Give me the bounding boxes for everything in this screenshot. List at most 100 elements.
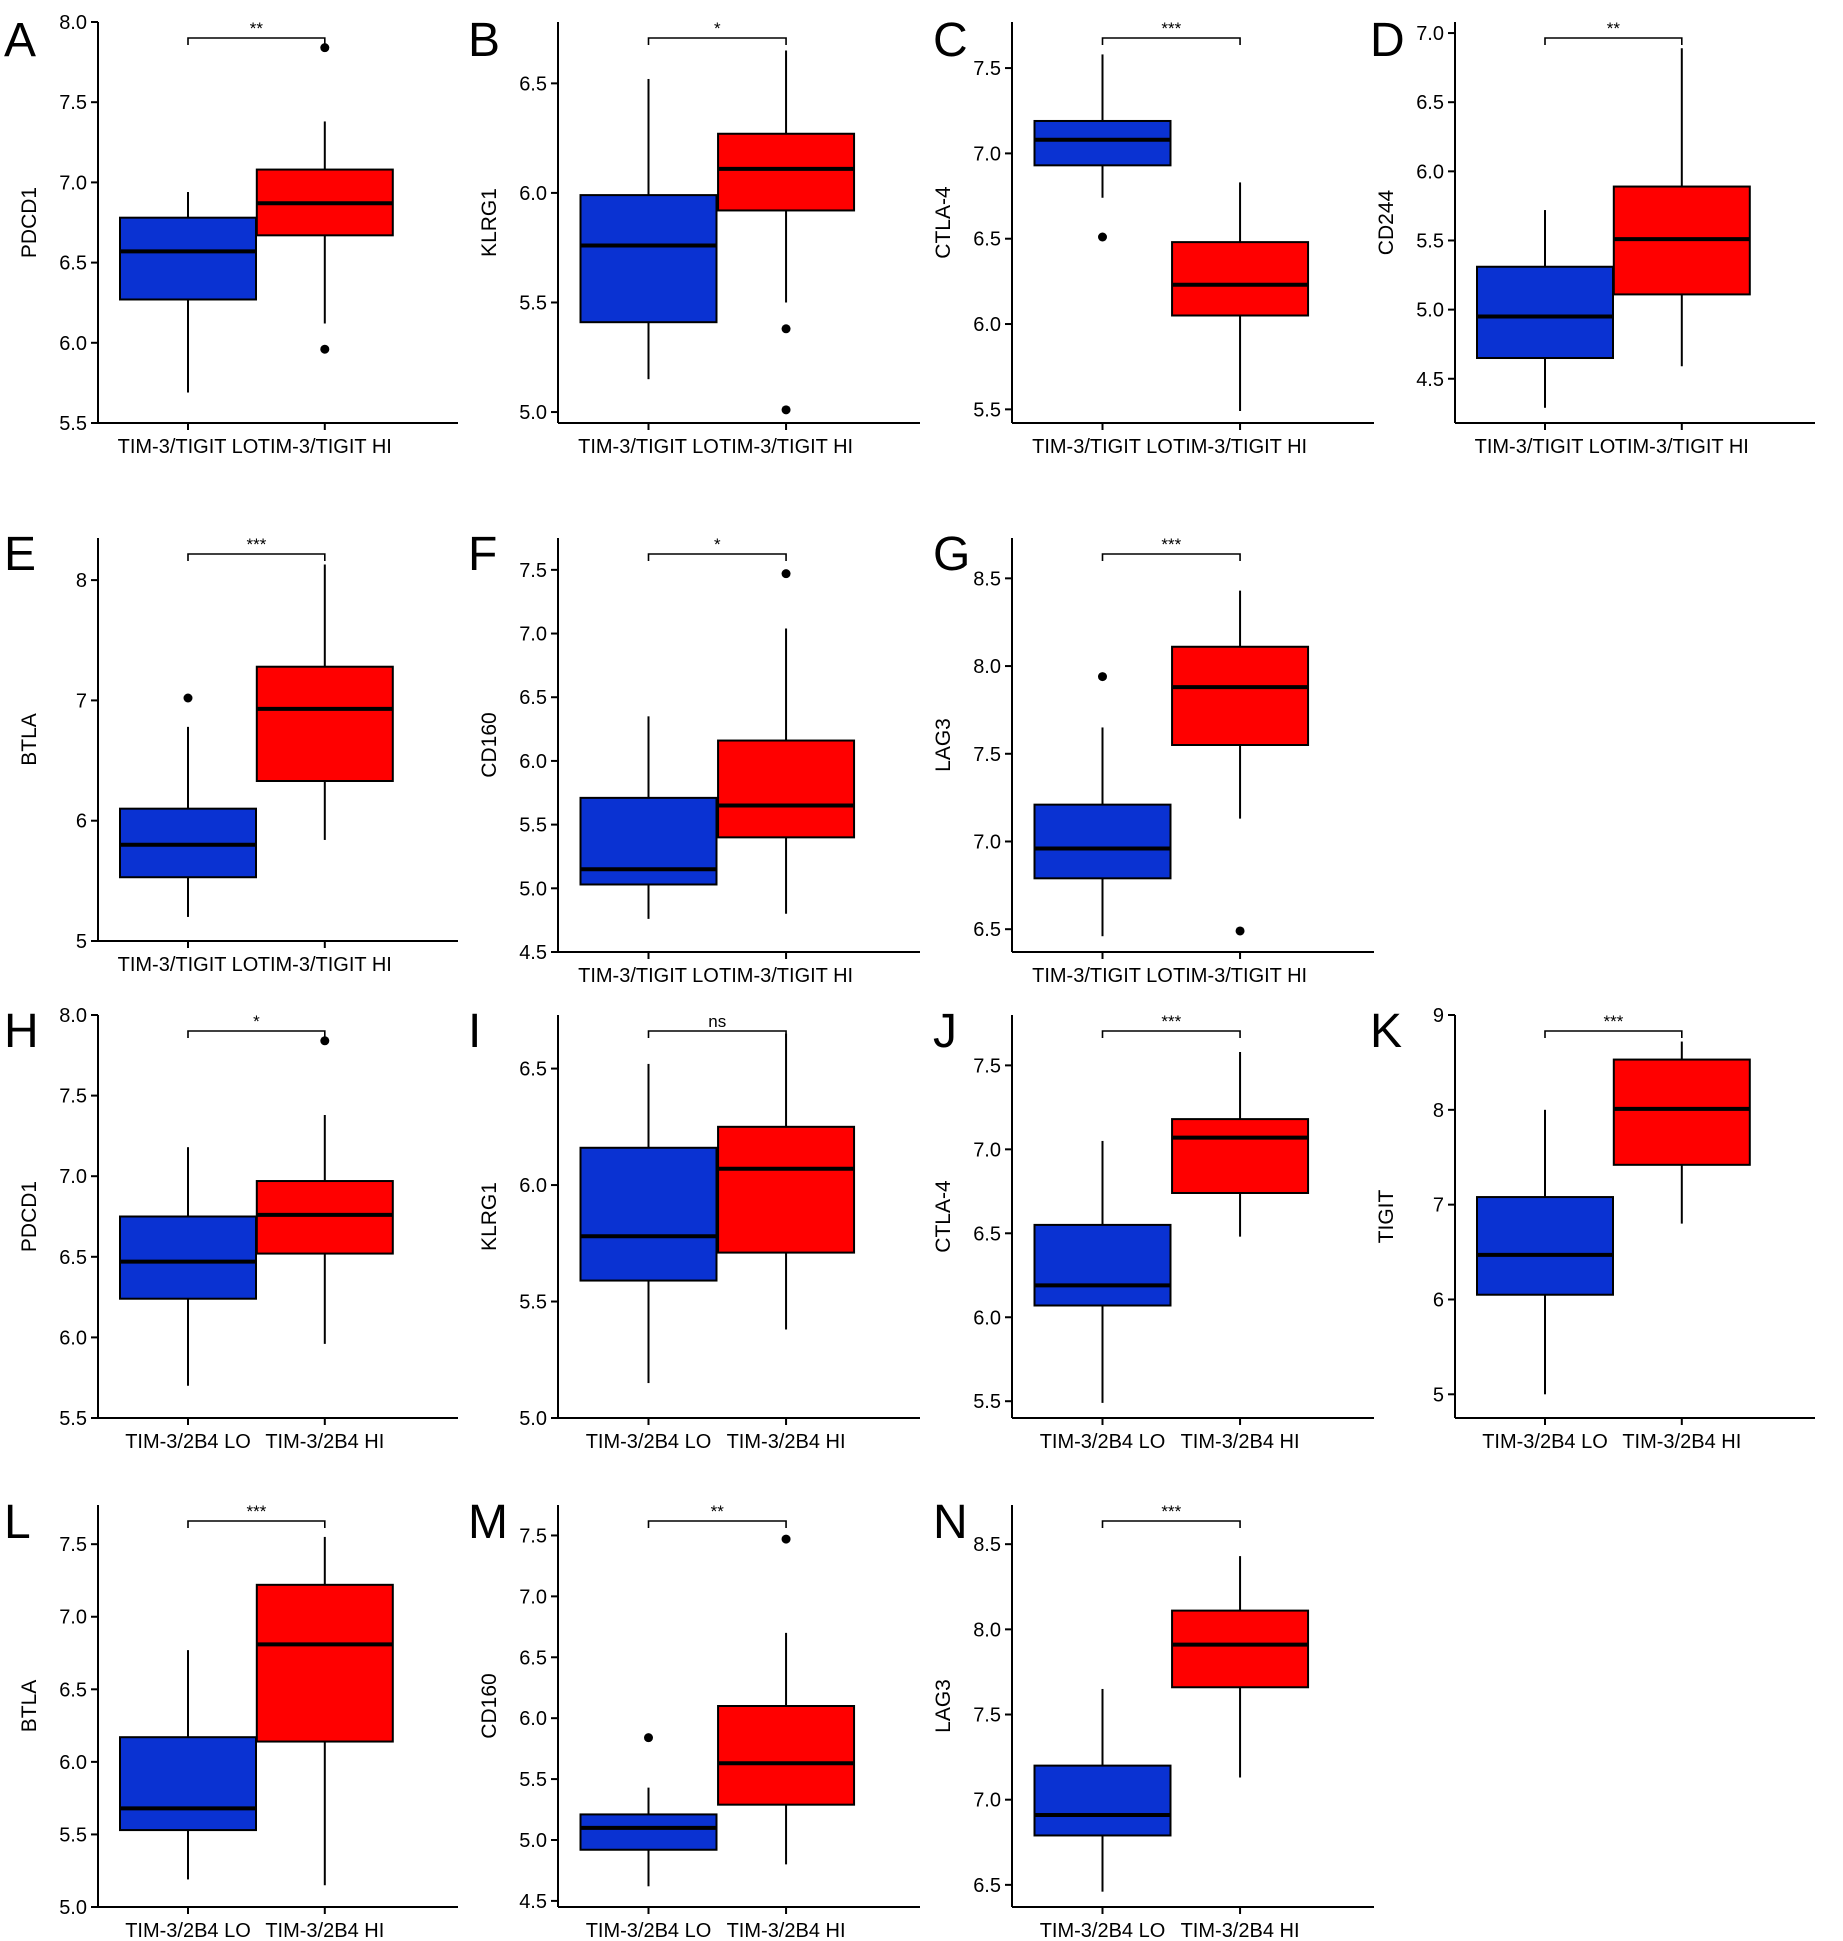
x-category-label: TIM-3/TIGIT HI — [719, 965, 853, 987]
y-tick-label: 7.5 — [973, 58, 1001, 80]
outlier-point — [781, 569, 791, 579]
significance-bracket — [1101, 1520, 1241, 1528]
y-tick-label: 5.0 — [519, 1408, 547, 1430]
y-tick-label: 8.5 — [973, 568, 1001, 590]
significance-label: ** — [250, 19, 264, 38]
x-category-label: TIM-3/TIGIT LO — [118, 436, 259, 458]
y-tick-label: 7.0 — [1416, 23, 1444, 45]
y-tick-label: 5.5 — [973, 1391, 1001, 1413]
box-hi — [1171, 1556, 1310, 1778]
panel-i: I 5.0 5.5 6.0 6.5 KLRG1 TIM-3/2B4 LO TIM-3/2B4 … — [468, 1005, 920, 1453]
iqr-box — [717, 739, 856, 839]
y-tick-label: 6.5 — [519, 687, 547, 709]
significance-label: ns — [708, 1012, 726, 1031]
iqr-box — [1171, 1609, 1310, 1689]
panel-letter: L — [4, 1496, 31, 1549]
box-lo — [579, 716, 718, 919]
y-tick-label: 7.0 — [973, 1790, 1001, 1812]
outlier-point — [320, 43, 330, 53]
significance-label: ** — [1607, 19, 1621, 38]
box-lo — [579, 78, 718, 380]
iqr-box — [1171, 645, 1310, 746]
y-axis-label: BTLA — [18, 713, 41, 766]
y-tick-label: 7.0 — [973, 143, 1001, 165]
y-tick-label: 6.0 — [519, 1708, 547, 1730]
panel-letter: H — [4, 1005, 39, 1058]
x-category-label: TIM-3/TIGIT LO — [118, 954, 259, 976]
iqr-box — [579, 796, 718, 886]
box-lo — [1033, 54, 1172, 242]
iqr-box — [579, 1146, 718, 1282]
y-tick-label: 5.5 — [59, 1408, 87, 1430]
significance-bracket — [647, 1030, 787, 1038]
significance-label: * — [714, 535, 721, 554]
outlier-point — [1098, 672, 1107, 682]
y-tick-label: 6.0 — [59, 1752, 87, 1774]
y-axis-label: LAG3 — [932, 1679, 955, 1733]
y-axis-label: PDCD1 — [18, 187, 41, 258]
x-category-label: TIM-3/TIGIT HI — [258, 436, 392, 458]
y-tick-label: 6.5 — [59, 253, 87, 275]
iqr-box — [119, 1736, 257, 1832]
y-axis-label: CTLA-4 — [932, 1180, 955, 1253]
box-lo — [1476, 1109, 1614, 1395]
panel-letter: E — [4, 528, 36, 581]
box-hi — [717, 1534, 856, 1865]
x-category-label: TIM-3/TIGIT HI — [1173, 436, 1307, 458]
significance-bracket — [1544, 1030, 1683, 1038]
x-category-label: TIM-3/2B4 HI — [1181, 1920, 1300, 1941]
outlier-point — [320, 344, 330, 354]
iqr-box — [1476, 1196, 1614, 1296]
panel-g: G 6.5 7.0 7.5 8.0 8.5 LAG3 TIM-3/TIGIT LO TIM-3/… — [932, 528, 1374, 987]
x-category-label: TIM-3/TIGIT LO — [1475, 436, 1616, 458]
outlier-point — [183, 693, 193, 703]
y-tick-label: 6.0 — [973, 1307, 1001, 1329]
significance-label: *** — [246, 1502, 266, 1521]
box-hi — [717, 569, 856, 914]
panel-f: F 4.5 5.0 5.5 6.0 6.5 7.0 7.5 CD160 TIM-3/TIGIT L… — [468, 528, 920, 987]
x-category-label: TIM-3/2B4 LO — [125, 1920, 251, 1941]
y-tick-label: 6.5 — [1416, 92, 1444, 114]
panel-letter: F — [468, 528, 497, 581]
x-category-label: TIM-3/TIGIT HI — [258, 954, 392, 976]
box-lo — [579, 1063, 718, 1384]
y-tick-label: 4.5 — [1416, 369, 1444, 391]
box-lo — [1033, 1140, 1172, 1403]
significance-bracket — [1544, 37, 1683, 45]
y-axis-label: CD160 — [478, 1673, 501, 1738]
iqr-box — [579, 1813, 718, 1851]
x-category-label: TIM-3/2B4 HI — [727, 1431, 846, 1453]
panel-b: B 5.0 5.5 6.0 6.5 KLRG1 TIM-3/TIGIT LO TIM-3/TI… — [468, 14, 920, 458]
y-tick-label: 5.0 — [519, 1830, 547, 1852]
iqr-box — [1033, 119, 1172, 167]
box-lo — [119, 693, 257, 917]
panel-c: C 5.5 6.0 6.5 7.0 7.5 CTLA-4 TIM-3/TIGIT LO TIM-… — [932, 14, 1374, 458]
significance-label: *** — [246, 535, 266, 554]
y-tick-label: 8.5 — [973, 1534, 1001, 1556]
iqr-box — [1033, 803, 1172, 880]
y-tick-label: 5.0 — [519, 402, 547, 424]
y-tick-label: 5.0 — [59, 1897, 87, 1919]
y-tick-label: 5.0 — [519, 878, 547, 900]
iqr-box — [1171, 1118, 1310, 1194]
significance-label: * — [714, 19, 721, 38]
box-hi — [1612, 48, 1751, 367]
y-tick-label: 6.5 — [973, 1223, 1001, 1245]
x-category-label: TIM-3/TIGIT HI — [719, 436, 853, 458]
panel-letter: J — [933, 1005, 957, 1058]
iqr-box — [717, 1705, 856, 1806]
y-tick-label: 8.0 — [59, 12, 87, 34]
x-category-label: TIM-3/2B4 LO — [1040, 1920, 1166, 1941]
significance-bracket — [187, 1030, 326, 1038]
y-tick-label: 6 — [1433, 1289, 1444, 1311]
y-tick-label: 5.0 — [1416, 300, 1444, 322]
y-tick-label: 7.0 — [59, 172, 87, 194]
y-tick-label: 7.5 — [519, 1525, 547, 1547]
x-category-label: TIM-3/TIGIT HI — [1173, 965, 1307, 987]
y-axis-label: KLRG1 — [478, 1182, 501, 1251]
x-category-label: TIM-3/2B4 HI — [1622, 1431, 1741, 1453]
panel-e: E 5 6 7 8 BTLA TIM-3/TIGIT LO TIM-3/TIGIT HI *** — [4, 528, 458, 976]
panel-letter: K — [1370, 1005, 1402, 1058]
box-hi — [255, 1536, 394, 1886]
